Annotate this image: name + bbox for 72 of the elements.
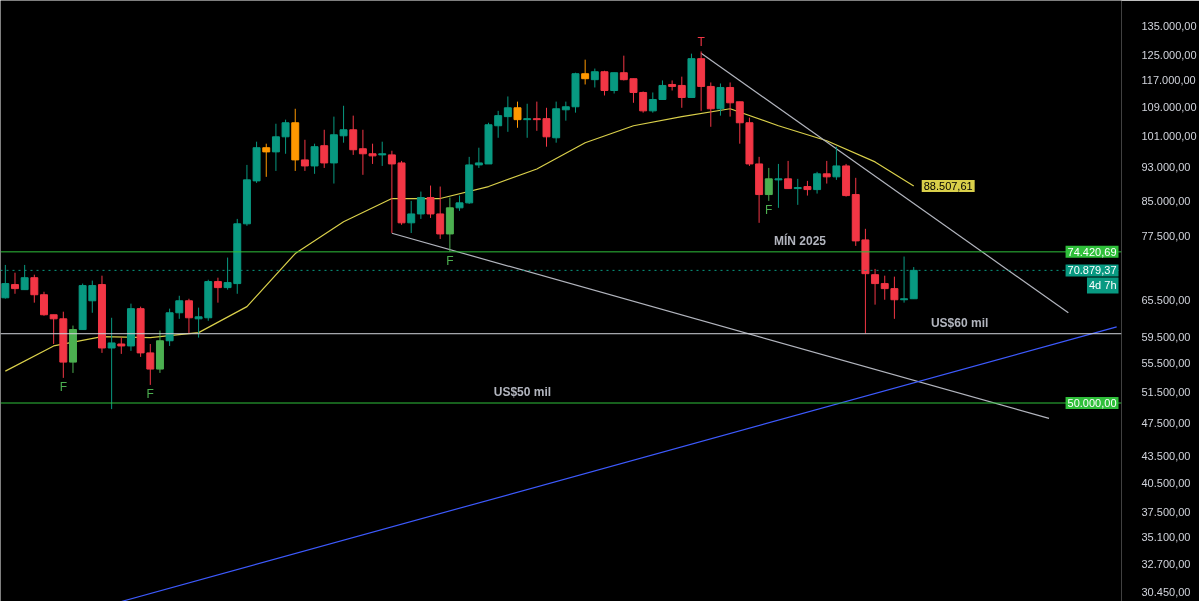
candlestick: [784, 160, 793, 190]
candlestick: [107, 317, 116, 410]
candlestick: [735, 101, 744, 145]
y-tick-label: 101.000,00: [1141, 129, 1197, 142]
y-tick-label: 47.500,00: [1141, 416, 1191, 429]
y-tick-label: 30.450,00: [1141, 585, 1191, 598]
ref-line-label: MÍN 2025: [773, 232, 827, 248]
y-tick-label: 85.000,00: [1141, 195, 1191, 208]
y-tick-label: 77.500,00: [1141, 230, 1191, 243]
candlestick: [300, 139, 309, 172]
ref-line-label: US$60 mil: [930, 315, 989, 330]
candlestick: [146, 343, 155, 386]
candlestick: [822, 160, 831, 185]
y-tick-label: 93.000,00: [1141, 161, 1191, 174]
candlestick: [30, 274, 39, 304]
candlestick: [407, 200, 416, 234]
candlestick: [213, 277, 222, 304]
candlestick: [871, 268, 880, 306]
y-tick-label: 37.500,00: [1141, 506, 1191, 519]
candlestick: [726, 81, 735, 118]
annotation: F: [446, 253, 454, 268]
candlestick: [774, 163, 783, 209]
annotation: 50.000,00: [1067, 397, 1117, 410]
candlestick: [590, 68, 599, 88]
annotation: 4d 7h: [1088, 279, 1117, 292]
y-tick-label: 65.500,00: [1141, 294, 1191, 307]
annotation: 74.420,69: [1067, 245, 1117, 258]
y-tick-label: 40.500,00: [1141, 477, 1191, 490]
y-tick-label: 32.700,00: [1141, 558, 1191, 571]
y-tick-label: 59.500,00: [1141, 330, 1191, 343]
candlestick: [581, 59, 590, 85]
candlestick: [184, 298, 193, 335]
candlestick: [368, 143, 377, 165]
candlestick: [813, 171, 822, 195]
y-tick-label: 35.100,00: [1141, 531, 1191, 544]
y-tick-label: 51.500,00: [1141, 385, 1191, 398]
y-tick-label: 125.000,00: [1141, 48, 1197, 61]
annotation: 88.507,61: [923, 179, 973, 192]
candlestick: [349, 115, 358, 156]
candlestick: [523, 103, 532, 139]
candlestick: [320, 129, 329, 169]
candlestick: [716, 82, 725, 117]
candlestick: [610, 72, 619, 94]
y-tick-label: 117.000,00: [1141, 73, 1196, 86]
candlestick: [668, 79, 677, 91]
line-series: [4, 108, 915, 372]
annotation: F: [59, 379, 67, 394]
annotation: F: [765, 202, 773, 217]
candlestick: [378, 141, 387, 167]
candlestick: [175, 295, 184, 320]
candlestick: [358, 129, 367, 176]
y-tick-label: 55.500,00: [1141, 357, 1191, 370]
y-tick-label: 109.000,00: [1141, 100, 1197, 113]
candlestick: [600, 70, 609, 96]
ref-line-label: US$50 mil: [493, 385, 552, 400]
candlestick: [677, 76, 686, 109]
annotation: T: [697, 35, 706, 50]
candlestick: [503, 95, 512, 133]
candlestick: [793, 178, 802, 206]
candlestick: [513, 101, 522, 129]
y-tick-label: 43.500,00: [1141, 449, 1191, 462]
candlestick: [832, 146, 841, 181]
y-tick-label: 135.000,00: [1141, 19, 1197, 32]
candlestick: [764, 167, 773, 202]
candlestick: [40, 291, 48, 317]
candlestick: [416, 191, 425, 220]
candlestick: [11, 272, 19, 295]
candlestick: [262, 143, 271, 178]
annotation: 70.879,37: [1067, 264, 1117, 277]
annotation: F: [146, 386, 154, 401]
candlestick: [310, 143, 319, 175]
candlestick: [706, 81, 715, 128]
